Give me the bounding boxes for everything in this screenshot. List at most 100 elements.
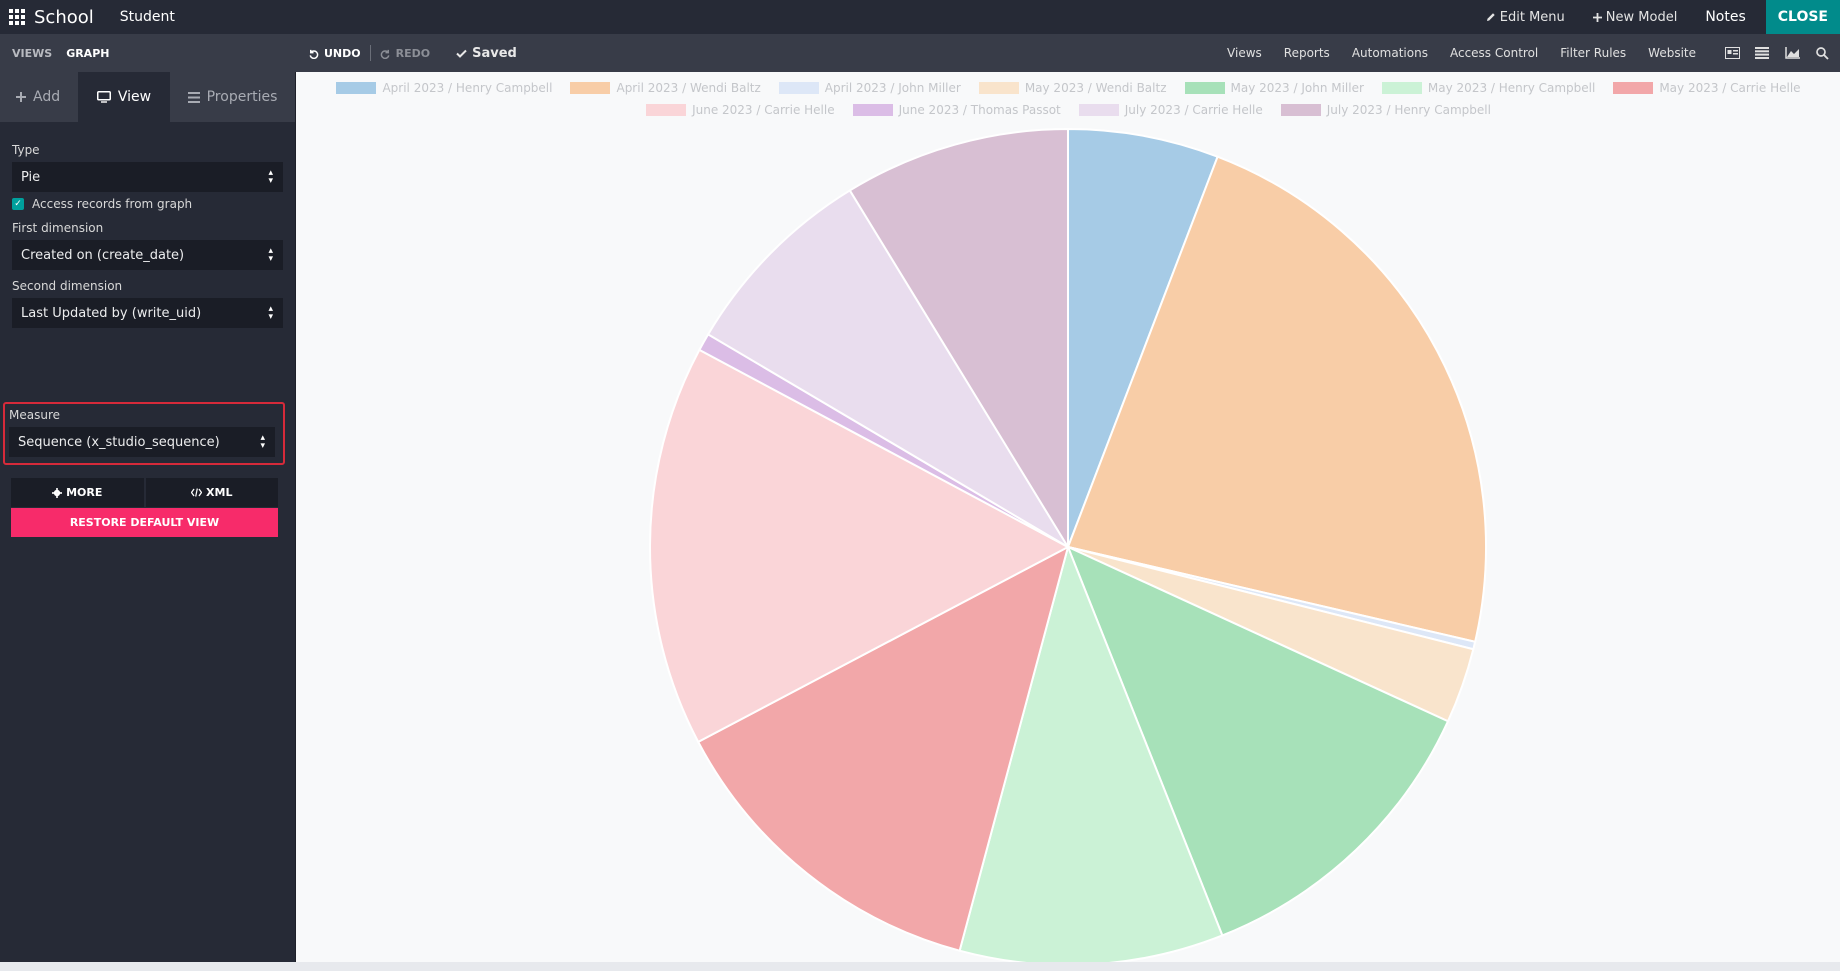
measure-select[interactable]: Sequence (x_studio_sequence) ▴ ▾ — [9, 427, 275, 457]
pie-chart[interactable] — [297, 72, 1840, 962]
measure-value: Sequence (x_studio_sequence) — [18, 434, 220, 450]
legend-swatch — [1078, 104, 1119, 116]
notes-link[interactable]: Notes — [1705, 9, 1746, 25]
measure-highlight-box — [3, 402, 285, 465]
apps-grid-icon[interactable] — [2, 0, 32, 34]
tab-view-label: View — [117, 89, 152, 105]
edit-menu-label: Edit Menu — [1499, 9, 1565, 25]
legend-swatch — [852, 104, 893, 116]
access-control-link[interactable]: Access Control — [1449, 46, 1539, 60]
pie-slice[interactable] — [848, 127, 1069, 551]
search-icon[interactable] — [1814, 46, 1830, 60]
website-link[interactable]: Website — [1648, 46, 1696, 60]
second-dimension-select[interactable]: Last Updated by (write_uid) ▴ ▾ — [12, 298, 283, 328]
redo-icon — [380, 49, 390, 59]
legend-item[interactable]: July 2023 / Henry Campbell — [1280, 103, 1491, 117]
legend-swatch — [336, 82, 377, 94]
check-icon — [456, 49, 467, 58]
pie-slice[interactable] — [1066, 545, 1450, 937]
pie-slice[interactable] — [1067, 127, 1219, 548]
checkbox-checked-icon[interactable]: ✓ — [12, 198, 24, 210]
legend-label: April 2023 / Wendi Baltz — [616, 81, 761, 95]
breadcrumb-views[interactable]: VIEWS — [12, 46, 53, 60]
pie-slice[interactable] — [706, 189, 1069, 548]
tab-add[interactable]: Add — [0, 72, 78, 122]
code-icon — [191, 488, 203, 497]
close-button[interactable]: CLOSE — [1765, 0, 1840, 34]
pie-slice[interactable] — [696, 545, 1070, 952]
tab-properties-label: Properties — [206, 89, 278, 105]
menu-item-student[interactable]: Student — [119, 9, 175, 25]
legend-swatch — [1184, 82, 1225, 94]
pie-slice[interactable] — [1066, 155, 1487, 643]
more-button[interactable]: MORE — [11, 478, 144, 507]
graph-view-icon[interactable] — [1784, 46, 1800, 60]
plus-icon — [1592, 12, 1602, 22]
restore-default-view-button[interactable]: RESTORE DEFAULT VIEW — [11, 508, 278, 537]
legend-label: May 2023 / John Miller — [1230, 81, 1364, 95]
legend-swatch — [778, 82, 819, 94]
divider — [369, 45, 371, 61]
second-dimension-value: Last Updated by (write_uid) — [21, 305, 202, 321]
automations-link[interactable]: Automations — [1351, 46, 1428, 60]
legend-item[interactable]: May 2023 / Henry Campbell — [1381, 81, 1596, 95]
views-link[interactable]: Views — [1227, 46, 1262, 60]
pie-slice[interactable] — [649, 348, 1071, 744]
monitor-icon — [96, 91, 111, 103]
tab-properties[interactable]: Properties — [170, 72, 295, 122]
legend-label: July 2023 / Carrie Helle — [1124, 103, 1263, 117]
breadcrumb: VIEWS GRAPH — [0, 34, 296, 72]
type-select[interactable]: Pie ▴ ▾ — [12, 162, 283, 192]
top-navbar: School Student Edit Menu New Model Notes… — [0, 0, 1840, 34]
legend-swatch — [978, 82, 1019, 94]
edit-menu-link[interactable]: Edit Menu — [1486, 10, 1565, 25]
select-arrows-icon: ▴ ▾ — [268, 304, 273, 322]
tab-add-label: Add — [33, 89, 61, 105]
legend-label: May 2023 / Henry Campbell — [1427, 81, 1596, 95]
bottom-scroll-strip — [0, 962, 1840, 971]
legend-label: May 2023 / Wendi Baltz — [1024, 81, 1167, 95]
redo-button[interactable]: REDO — [380, 47, 430, 60]
sidebar-tabs: Add View Properties — [0, 72, 295, 122]
legend-swatch — [1280, 104, 1321, 116]
legend-item[interactable]: June 2023 / Carrie Helle — [646, 103, 835, 117]
legend-swatch — [1613, 82, 1654, 94]
legend-item[interactable]: May 2023 / Carrie Helle — [1613, 81, 1801, 95]
undo-button[interactable]: UNDO — [308, 47, 361, 60]
xml-button[interactable]: XML — [145, 478, 278, 507]
graph-view-canvas: April 2023 / Henry Campbell April 2023 / … — [297, 72, 1840, 962]
form-view-icon[interactable] — [1724, 46, 1740, 60]
studio-toolbar: VIEWS GRAPH UNDO REDO Saved Views Report… — [0, 34, 1840, 72]
new-model-link[interactable]: New Model — [1592, 10, 1677, 25]
legend-item[interactable]: June 2023 / Thomas Passot — [852, 103, 1061, 117]
measure-label: Measure — [9, 408, 60, 422]
app-brand[interactable]: School — [34, 6, 94, 28]
legend-item[interactable]: July 2023 / Carrie Helle — [1078, 103, 1263, 117]
legend-item[interactable]: April 2023 / Wendi Baltz — [570, 81, 761, 95]
filter-rules-link[interactable]: Filter Rules — [1560, 46, 1627, 60]
studio-sidebar: Add View Properties Type Pie ▴ ▾ ✓ Access… — [0, 72, 296, 971]
type-select-value: Pie — [21, 169, 41, 185]
legend-item[interactable]: May 2023 / Wendi Baltz — [978, 81, 1167, 95]
legend-item[interactable]: April 2023 / John Miller — [778, 81, 961, 95]
access-records-row[interactable]: ✓ Access records from graph — [12, 197, 283, 211]
legend-label: June 2023 / Thomas Passot — [898, 103, 1061, 117]
legend-swatch — [570, 82, 611, 94]
breadcrumb-graph: GRAPH — [66, 46, 110, 60]
tab-view[interactable]: View — [78, 72, 170, 122]
gear-icon — [52, 487, 63, 498]
list-view-icon[interactable] — [1754, 46, 1770, 60]
legend-label: May 2023 / Carrie Helle — [1659, 81, 1801, 95]
first-dimension-select[interactable]: Created on (create_date) ▴ ▾ — [12, 240, 283, 270]
pie-slice[interactable] — [958, 543, 1224, 962]
legend-item[interactable]: April 2023 / Henry Campbell — [336, 81, 552, 95]
first-dimension-value: Created on (create_date) — [21, 247, 185, 263]
legend-item[interactable]: May 2023 / John Miller — [1184, 81, 1364, 95]
select-arrows-icon: ▴ ▾ — [268, 168, 273, 186]
legend-label: June 2023 / Carrie Helle — [692, 103, 835, 117]
first-dimension-label: First dimension — [12, 221, 104, 235]
more-label: MORE — [66, 486, 103, 499]
type-label: Type — [12, 143, 40, 157]
reports-link[interactable]: Reports — [1283, 46, 1330, 60]
plus-icon — [16, 92, 26, 102]
